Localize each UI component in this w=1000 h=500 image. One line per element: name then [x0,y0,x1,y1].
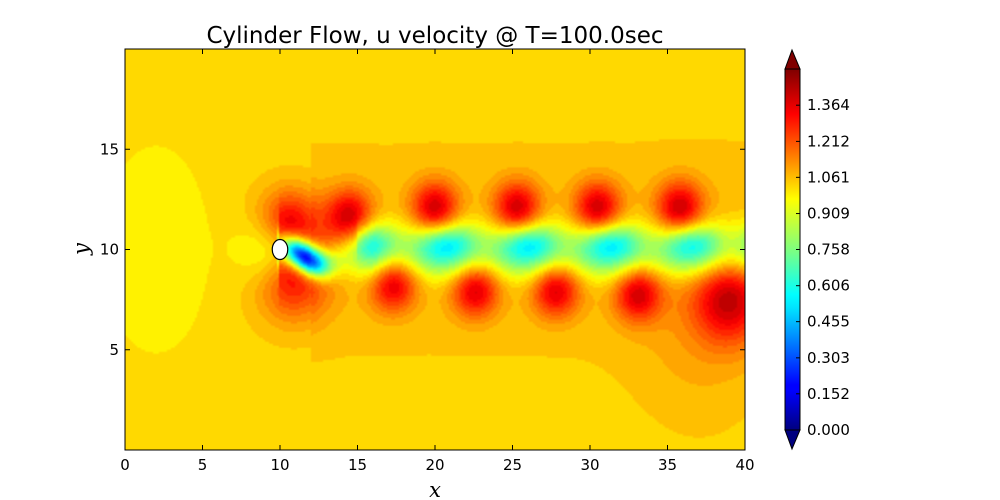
x-tick-label: 30 [580,456,599,474]
colorbar-tick-label: 0.000 [807,421,850,439]
u-velocity-field [125,49,745,450]
colorbar-tick-label: 1.364 [807,96,850,114]
colorbar-tick-label: 1.212 [807,132,850,150]
colorbar-tick-label: 0.909 [807,205,850,223]
y-tick-label: 15 [100,140,119,158]
y-tick-label: 5 [109,341,119,359]
x-tick-label: 5 [198,456,208,474]
x-tick-label: 40 [735,456,754,474]
y-axis-label: y [69,242,93,256]
y-axis-ticks: 5 10 15 [100,140,745,359]
x-axis-ticks: 0 5 10 15 20 25 30 35 40 [120,49,755,474]
x-tick-label: 35 [658,456,677,474]
x-tick-label: 10 [270,456,289,474]
colorbar-tick-label: 0.303 [807,349,850,367]
x-axis-label: x [429,478,441,500]
colorbar-tick-label: 0.758 [807,241,850,259]
colorbar-ticks: 0.000 0.152 0.303 0.455 0.606 0.758 0.909 1.061… [796,96,850,439]
colorbar-tick-label: 0.152 [807,385,850,403]
colorbar: 0.000 0.152 0.303 0.455 0.606 0.758 0.909 1.061… [784,48,850,451]
x-tick-label: 25 [503,456,522,474]
colorbar-tick-label: 0.606 [807,277,850,295]
colorbar-tick-label: 1.061 [807,168,850,186]
x-tick-label: 0 [120,456,130,474]
colorbar-extend-bottom [784,429,801,451]
x-tick-label: 15 [348,456,367,474]
x-tick-label: 20 [425,456,444,474]
cylinder-marker [271,238,289,261]
plot-area [125,49,745,450]
chart-title: Cylinder Flow, u velocity @ T=100.0sec [206,23,663,49]
colorbar-extend-top [784,48,801,70]
y-tick-label: 10 [100,241,119,259]
colorbar-tick-label: 0.455 [807,313,850,331]
